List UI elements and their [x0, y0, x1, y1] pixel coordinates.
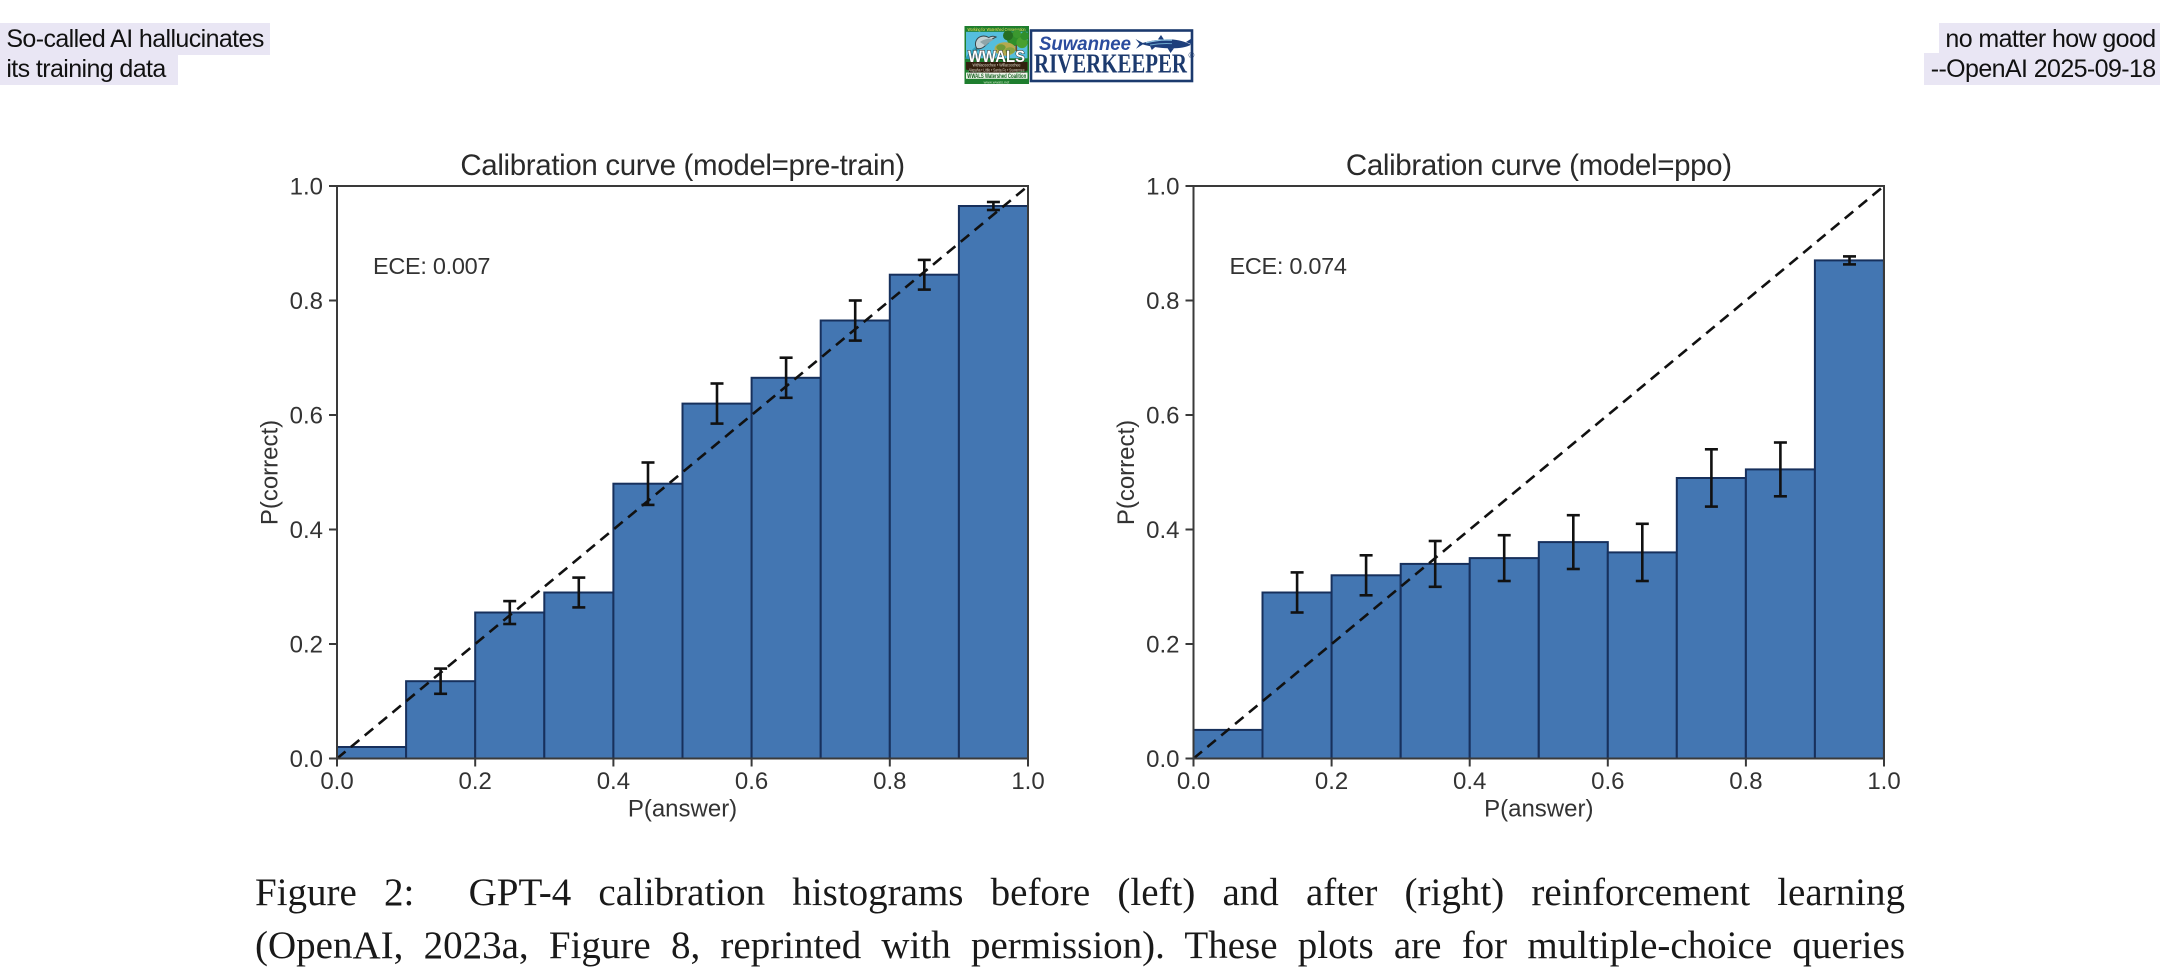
svg-text:ECE: 0.007: ECE: 0.007 [373, 253, 490, 279]
svg-text:0.4: 0.4 [290, 517, 323, 544]
svg-text:WWALS: WWALS [968, 48, 1025, 66]
svg-text:0.2: 0.2 [459, 768, 492, 795]
svg-text:0.8: 0.8 [1146, 288, 1179, 315]
svg-text:P(answer): P(answer) [628, 796, 737, 823]
svg-text:0.2: 0.2 [1146, 632, 1179, 659]
svg-text:0.0: 0.0 [320, 768, 353, 795]
svg-text:Working for Watershed Conserva: Working for Watershed Conservation [968, 27, 1026, 32]
svg-text:Calibration curve (model=pre-t: Calibration curve (model=pre-train) [460, 149, 904, 182]
svg-text:0.0: 0.0 [290, 746, 323, 773]
svg-text:1.0: 1.0 [290, 174, 323, 201]
svg-text:®: ® [1189, 51, 1195, 60]
svg-text:WWALS Watershed Coalition: WWALS Watershed Coalition [967, 74, 1026, 80]
svg-text:Calibration curve (model=ppo): Calibration curve (model=ppo) [1346, 149, 1732, 182]
svg-text:0.6: 0.6 [1146, 403, 1179, 430]
svg-text:1.0: 1.0 [1146, 174, 1179, 201]
svg-text:P(answer): P(answer) [1484, 796, 1593, 823]
svg-text:0.8: 0.8 [1729, 768, 1762, 795]
svg-text:P(correct): P(correct) [257, 420, 284, 525]
svg-text:Suwannee: Suwannee [1039, 34, 1131, 55]
svg-text:0.2: 0.2 [1315, 768, 1348, 795]
svg-text:0.8: 0.8 [290, 288, 323, 315]
svg-text:0.6: 0.6 [290, 403, 323, 430]
svg-text:ECE: 0.074: ECE: 0.074 [1230, 253, 1347, 279]
svg-text:0.4: 0.4 [1453, 768, 1486, 795]
svg-text:www.wwals.net: www.wwals.net [984, 80, 1011, 84]
svg-text:RIVERKEEPER: RIVERKEEPER [1034, 49, 1187, 79]
svg-text:0.4: 0.4 [597, 768, 630, 795]
svg-text:0.6: 0.6 [1591, 768, 1624, 795]
svg-text:0.0: 0.0 [1146, 746, 1179, 773]
svg-text:P(correct): P(correct) [1113, 420, 1140, 525]
svg-text:1.0: 1.0 [1867, 768, 1900, 795]
svg-text:Alapaha • Little • Santa Fe •: Alapaha • Little • Santa Fe • Suwannee [969, 67, 1025, 72]
svg-text:Withlacoochee • Willacoochee: Withlacoochee • Willacoochee [973, 63, 1021, 68]
svg-text:1.0: 1.0 [1011, 768, 1044, 795]
svg-text:0.8: 0.8 [873, 768, 906, 795]
svg-text:0.4: 0.4 [1146, 517, 1179, 544]
svg-text:0.6: 0.6 [735, 768, 768, 795]
svg-text:0.0: 0.0 [1177, 768, 1210, 795]
svg-text:0.2: 0.2 [290, 632, 323, 659]
